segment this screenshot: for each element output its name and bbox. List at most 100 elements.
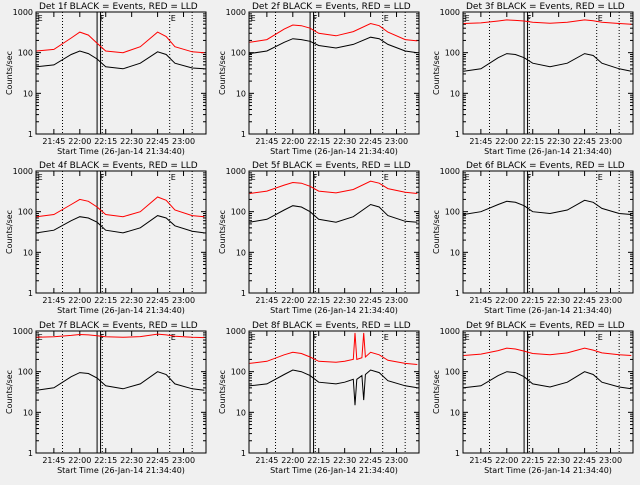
- y-tick-label: 1000: [440, 327, 460, 336]
- x-tick-label: 21:45: [255, 456, 278, 465]
- flag-label: E: [598, 173, 603, 182]
- y-tick-label: 100: [231, 368, 246, 377]
- series-line-events: [249, 36, 418, 55]
- y-tick-label: 10: [23, 89, 33, 98]
- x-tick-label: 22:45: [573, 296, 596, 305]
- series-line-lld: [249, 332, 418, 365]
- flag-label: E: [465, 173, 470, 182]
- y-axis-label: Counts/sec: [5, 370, 14, 414]
- x-tick-label: 22:45: [146, 296, 169, 305]
- plot-frame: [462, 170, 634, 294]
- y-tick-label: 1: [241, 289, 246, 298]
- x-tick-label: 21:45: [469, 296, 492, 305]
- y-tick-label: 100: [18, 368, 33, 377]
- x-tick-label: 22:15: [94, 137, 117, 146]
- y-tick-label: 1: [241, 449, 246, 458]
- series-line-lld: [36, 196, 205, 218]
- x-tick-label: 23:00: [385, 456, 408, 465]
- flag-label: E: [384, 173, 389, 182]
- plot-frame: [35, 330, 207, 454]
- plot-frame: [248, 11, 420, 135]
- flag-label: F: [100, 14, 105, 23]
- x-tick-label: 22:30: [547, 296, 570, 305]
- y-tick-label: 100: [231, 208, 246, 217]
- series-line-events: [463, 371, 632, 390]
- x-tick-label: 22:15: [94, 296, 117, 305]
- y-tick-label: 1: [455, 289, 460, 298]
- y-tick-label: 10: [236, 89, 246, 98]
- chart-title: Det 9f BLACK = Events, RED = LLD: [466, 321, 625, 331]
- x-tick-label: 23:00: [172, 456, 195, 465]
- y-tick-label: 1000: [440, 8, 460, 17]
- x-tick-label: 22:00: [68, 137, 91, 146]
- plot-frame: [462, 330, 634, 454]
- x-tick-label: 22:30: [120, 137, 143, 146]
- chart-panel-5: Det 5f BLACK = Events, RED = LLD E F E 1 10 10…: [218, 161, 420, 315]
- x-tick-label: 22:45: [146, 456, 169, 465]
- flag-label: E: [598, 333, 603, 342]
- y-tick-label: 10: [236, 248, 246, 257]
- series-line-events: [36, 371, 205, 391]
- x-tick-label: 22:00: [495, 456, 518, 465]
- x-tick-label: 22:00: [281, 296, 304, 305]
- plot-frame: [248, 330, 420, 454]
- plot-frame: [35, 170, 207, 294]
- y-axis-label: Counts/sec: [5, 51, 14, 95]
- x-axis-label: Start Time (26-Jan-14 21:34:40): [270, 147, 398, 156]
- x-tick-label: 23:00: [599, 137, 622, 146]
- x-axis-label: Start Time (26-Jan-14 21:34:40): [57, 147, 185, 156]
- flag-label: F: [527, 14, 532, 23]
- x-tick-label: 22:30: [547, 137, 570, 146]
- chart-panel-4: Det 4f BLACK = Events, RED = LLD E F E 1 10 10…: [5, 161, 207, 315]
- y-tick-label: 10: [236, 408, 246, 417]
- x-axis-label: Start Time (26-Jan-14 21:34:40): [484, 306, 612, 315]
- chart-panel-2: Det 2f BLACK = Events, RED = LLD E F E 1 10 10…: [218, 2, 420, 156]
- x-tick-label: 23:00: [172, 137, 195, 146]
- y-tick-label: 1: [455, 130, 460, 139]
- x-tick-label: 21:45: [255, 296, 278, 305]
- series-line-lld: [249, 22, 418, 43]
- y-tick-label: 100: [18, 49, 33, 58]
- x-tick-label: 22:30: [333, 296, 356, 305]
- series-line-events: [249, 203, 418, 223]
- series-line-events: [249, 369, 418, 406]
- x-tick-label: 23:00: [385, 296, 408, 305]
- y-tick-label: 100: [445, 208, 460, 217]
- series-line-events: [36, 50, 205, 70]
- x-tick-label: 22:45: [359, 456, 382, 465]
- y-tick-label: 10: [23, 408, 33, 417]
- x-tick-label: 22:30: [547, 456, 570, 465]
- x-tick-label: 22:00: [68, 456, 91, 465]
- x-tick-label: 22:15: [94, 456, 117, 465]
- plot-frame: [248, 170, 420, 294]
- y-tick-label: 10: [450, 89, 460, 98]
- x-tick-label: 23:00: [385, 137, 408, 146]
- x-axis-label: Start Time (26-Jan-14 21:34:40): [270, 306, 398, 315]
- chart-panel-9: Det 9f BLACK = Events, RED = LLD E F E 1 10 10…: [432, 321, 634, 475]
- series-line-lld: [36, 31, 205, 54]
- x-axis-label: Start Time (26-Jan-14 21:34:40): [57, 466, 185, 475]
- flag-label: F: [527, 173, 532, 182]
- x-axis-label: Start Time (26-Jan-14 21:34:40): [270, 466, 398, 475]
- x-tick-label: 22:00: [68, 296, 91, 305]
- y-axis-label: Counts/sec: [432, 51, 441, 95]
- flag-label: E: [171, 173, 176, 182]
- y-axis-label: Counts/sec: [5, 210, 14, 254]
- x-tick-label: 22:00: [495, 137, 518, 146]
- x-tick-label: 22:45: [573, 137, 596, 146]
- y-tick-label: 1: [28, 289, 33, 298]
- chart-panel-1: Det 1f BLACK = Events, RED = LLD E F E 1 10 10…: [5, 2, 207, 156]
- x-tick-label: 22:15: [521, 456, 544, 465]
- flag-label: E: [251, 14, 256, 23]
- x-axis-label: Start Time (26-Jan-14 21:34:40): [57, 306, 185, 315]
- flag-label: E: [38, 173, 43, 182]
- y-axis-label: Counts/sec: [218, 210, 227, 254]
- x-tick-label: 22:15: [307, 296, 330, 305]
- chart-title: Det 7f BLACK = Events, RED = LLD: [39, 321, 198, 331]
- x-tick-label: 22:45: [146, 137, 169, 146]
- y-tick-label: 100: [231, 49, 246, 58]
- y-tick-label: 1000: [226, 8, 246, 17]
- x-tick-label: 22:45: [359, 137, 382, 146]
- x-tick-label: 22:00: [495, 296, 518, 305]
